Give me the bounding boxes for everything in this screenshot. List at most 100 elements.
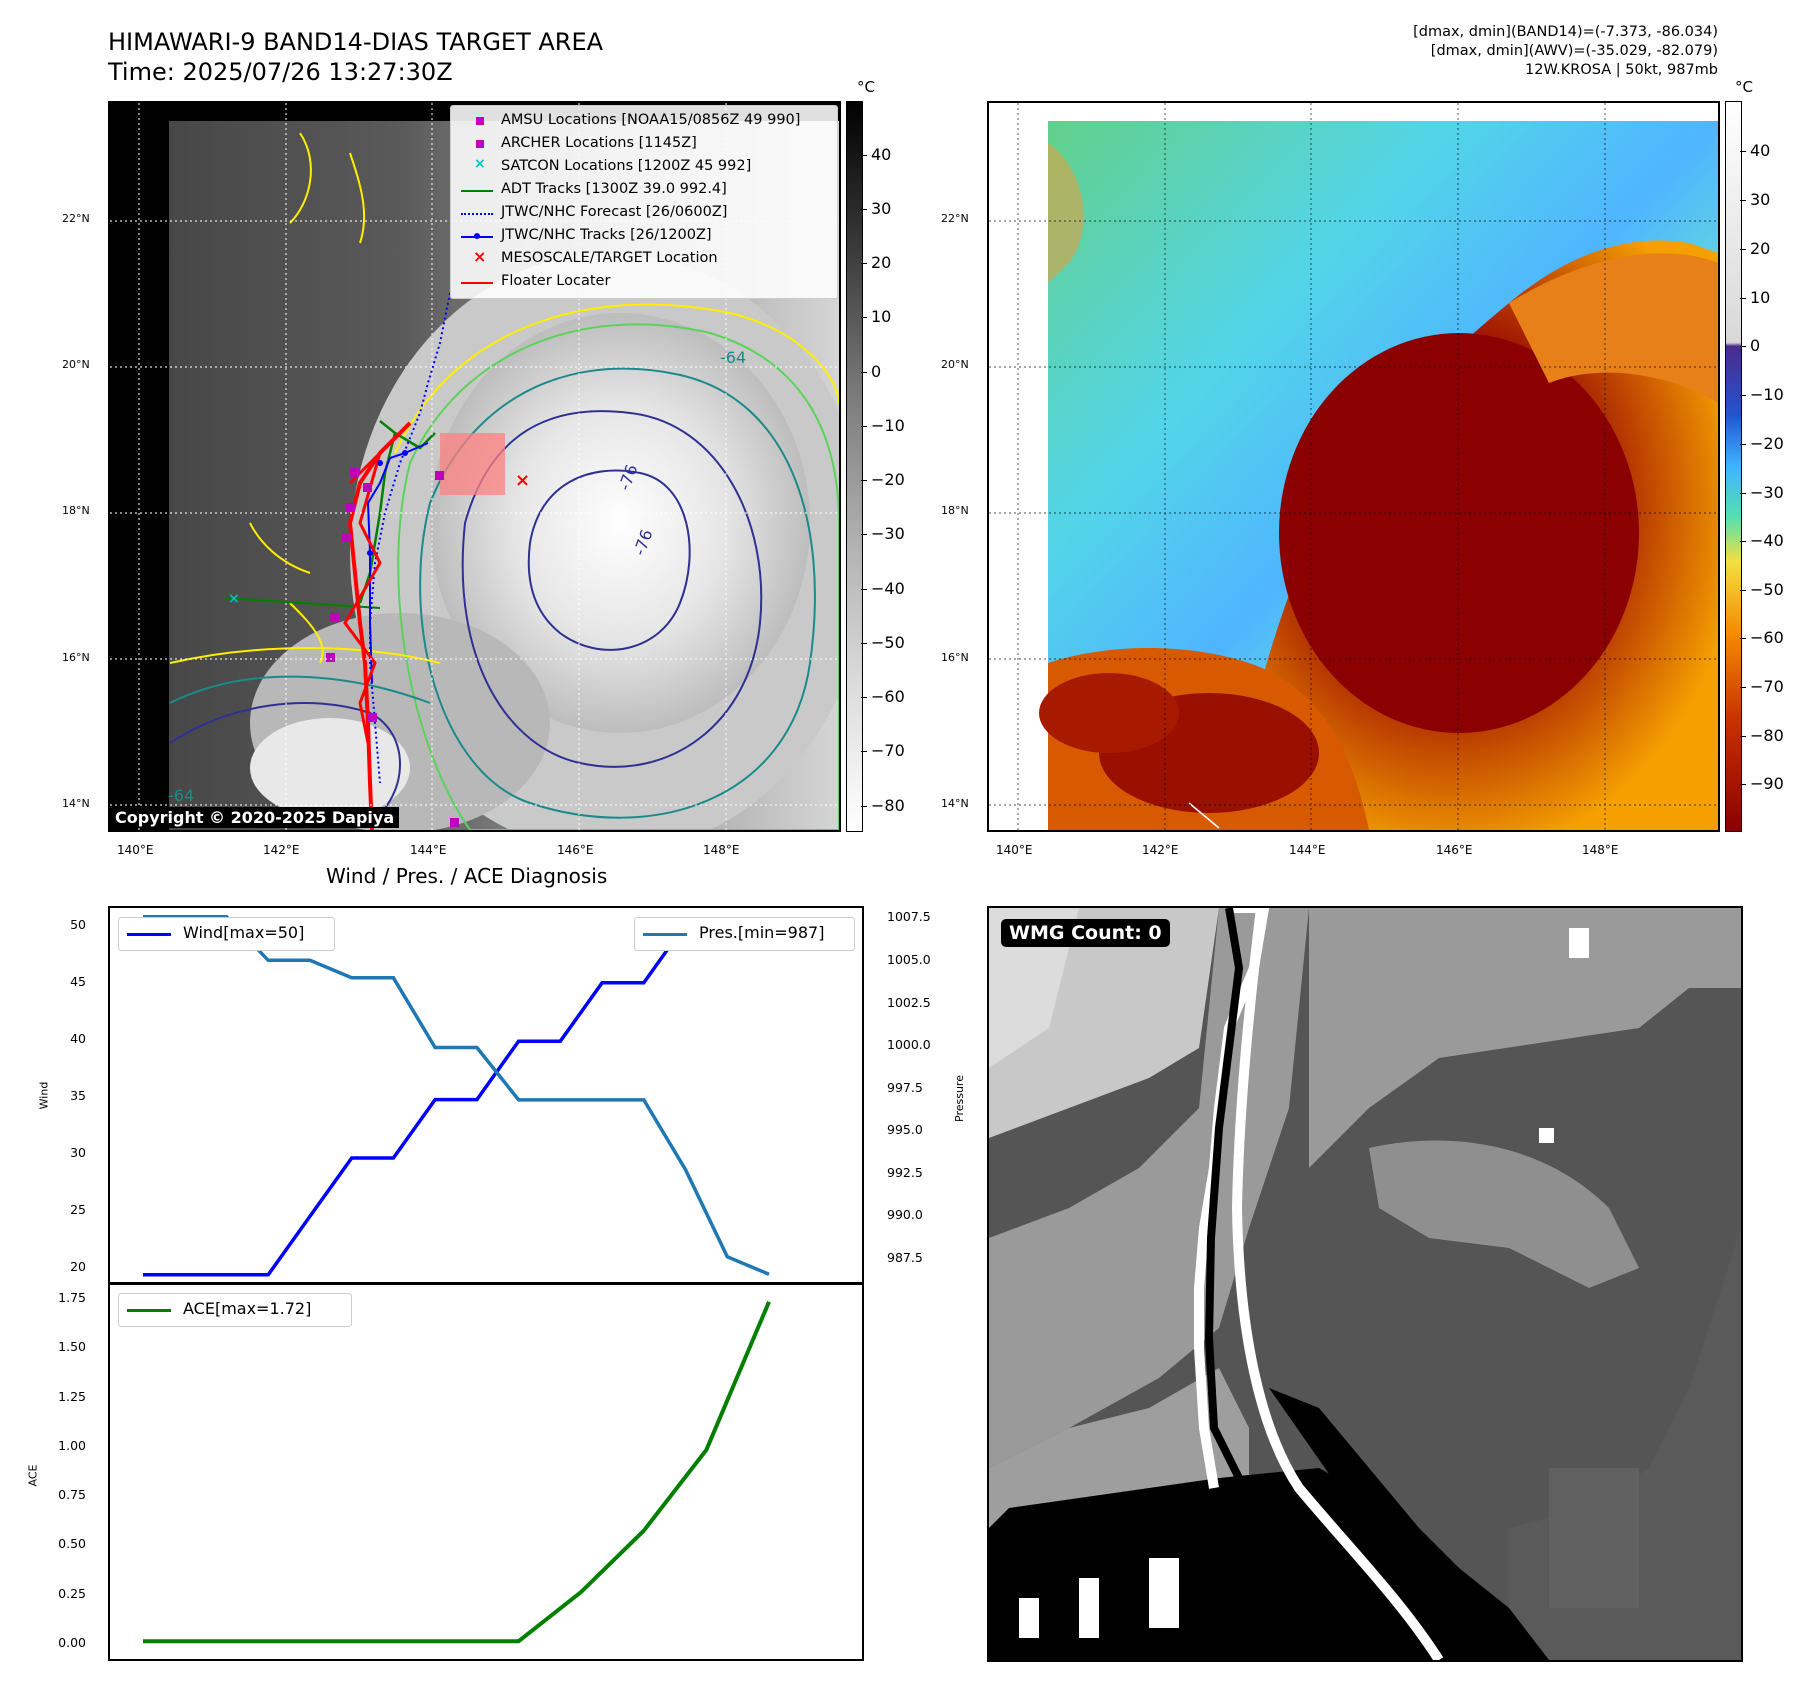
pressure-tick: 1000.0 [887, 1037, 931, 1052]
colorbar-tick: 30 [860, 199, 892, 218]
figure-title: HIMAWARI-9 BAND14-DIAS TARGET AREA [108, 28, 604, 56]
ace-tick: 1.00 [58, 1438, 86, 1453]
colorbar-tick: −30 [1740, 483, 1784, 502]
lon-label: 140°E [117, 843, 154, 857]
pressure-tick: 1005.0 [887, 952, 931, 967]
wind-legend: Wind[max=50] [118, 917, 335, 951]
colorbar-awv [1725, 101, 1742, 832]
lon-label: 146°E [557, 843, 594, 857]
lat-label: 18°N [62, 504, 90, 517]
square-marker-icon [476, 140, 484, 148]
colorbar-tick: −50 [861, 633, 905, 652]
lat-label: 14°N [62, 797, 90, 810]
stats-storm: 12W.KROSA | 50kt, 987mb [1525, 62, 1718, 78]
colorbar-tick: −20 [861, 470, 905, 489]
lat-label: 22°N [62, 212, 90, 225]
awv-map-panel [987, 101, 1720, 832]
wind-tick: 30 [70, 1145, 86, 1160]
legend-label: MESOSCALE/TARGET Location [501, 250, 718, 266]
colorbar-tick: 40 [1739, 141, 1771, 160]
lat-label: 16°N [941, 651, 969, 664]
wind-pres-svg [143, 914, 770, 1277]
legend-label: ARCHER Locations [1145Z] [501, 135, 697, 151]
ace-tick: 1.25 [58, 1389, 86, 1404]
line-icon [461, 282, 493, 284]
ace-legend-label: ACE[max=1.72] [183, 1299, 312, 1318]
wind-tick: 25 [70, 1202, 86, 1217]
square-marker-icon [476, 117, 484, 125]
ace-tick: 0.00 [58, 1635, 86, 1650]
lon-label: 144°E [1289, 843, 1326, 857]
lon-label: 148°E [703, 843, 740, 857]
ace-tick: 0.50 [58, 1536, 86, 1551]
svg-text:×: × [228, 591, 240, 607]
ace-legend: ACE[max=1.72] [118, 1293, 352, 1327]
wind-axis-label: Wind [37, 1081, 51, 1110]
ace-tick: 0.25 [58, 1586, 86, 1601]
pressure-tick: 992.5 [887, 1165, 923, 1180]
line-icon [643, 933, 687, 936]
pressure-axis-label: Pressure [952, 1075, 966, 1122]
colorbar-tick: −30 [861, 524, 905, 543]
colorbar-tick: −70 [861, 741, 905, 760]
legend-label: JTWC/NHC Forecast [26/0600Z] [501, 204, 728, 220]
pressure-tick: 995.0 [887, 1122, 923, 1137]
wind-tick: 35 [70, 1088, 86, 1103]
ace-tick: 1.50 [58, 1339, 86, 1354]
pressure-tick: 997.5 [887, 1080, 923, 1095]
legend-label: AMSU Locations [NOAA15/0856Z 49 990] [501, 112, 801, 128]
ace-tick: 0.75 [58, 1487, 86, 1502]
legend-label: SATCON Locations [1200Z 45 992] [501, 158, 752, 174]
wmg-image [989, 908, 1741, 1660]
lat-label: 20°N [62, 358, 90, 371]
lat-label: 22°N [941, 212, 969, 225]
colorbar-tick: −60 [861, 687, 905, 706]
colorbar-tick: −10 [861, 416, 905, 435]
colorbar-tick: −80 [1740, 726, 1784, 745]
colorbar-tick: −70 [1740, 677, 1784, 696]
ace-svg [143, 1301, 771, 1644]
awv-map-image [989, 103, 1718, 830]
ace-axis-label: ACE [26, 1464, 40, 1487]
lat-label: 14°N [941, 797, 969, 810]
colorbar-tick: 10 [1739, 288, 1771, 307]
x-marker-icon: × [473, 247, 487, 266]
lon-label: 142°E [263, 843, 300, 857]
pressure-legend-label: Pres.[min=987] [699, 923, 825, 942]
wind-series-line [143, 922, 769, 1277]
wmg-count-badge: WMG Count: 0 [1001, 919, 1170, 947]
wind-pres-plot: Wind[max=50] Pres.[min=987] [108, 906, 864, 1285]
figure-time: Time: 2025/07/26 13:27:30Z [108, 58, 453, 86]
ace-series-line [143, 1301, 771, 1644]
svg-text:×: × [515, 470, 530, 491]
colorbar-tick: 0 [1739, 336, 1761, 355]
colorbar-unit: °C [1735, 78, 1753, 96]
diagnosis-title: Wind / Pres. / ACE Diagnosis [326, 864, 608, 888]
colorbar-tick: −90 [1740, 774, 1784, 793]
wind-tick: 20 [70, 1259, 86, 1274]
pressure-legend: Pres.[min=987] [634, 917, 855, 951]
colorbar-tick: −80 [861, 796, 905, 815]
lat-label: 20°N [941, 358, 969, 371]
line-icon [127, 1309, 171, 1312]
ace-plot: ACE[max=1.72] [108, 1282, 864, 1661]
colorbar-unit: °C [857, 78, 875, 96]
colorbar-tick: −40 [861, 579, 905, 598]
line-icon [461, 190, 493, 192]
pressure-series-line [143, 914, 770, 1276]
wind-tick: 50 [70, 917, 86, 932]
legend-label: JTWC/NHC Tracks [26/1200Z] [501, 227, 712, 243]
line-icon [127, 933, 171, 936]
pressure-tick: 990.0 [887, 1207, 923, 1222]
legend-label: Floater Locater [501, 273, 611, 289]
colorbar-tick: 10 [860, 307, 892, 326]
lon-label: 144°E [410, 843, 447, 857]
lat-label: 18°N [941, 504, 969, 517]
lat-label: 16°N [62, 651, 90, 664]
colorbar-tick: 20 [1739, 239, 1771, 258]
wind-tick: 45 [70, 974, 86, 989]
colorbar-tick: −50 [1740, 580, 1784, 599]
colorbar-grayscale [846, 101, 863, 832]
colorbar-tick: −20 [1740, 434, 1784, 453]
lon-label: 146°E [1436, 843, 1473, 857]
